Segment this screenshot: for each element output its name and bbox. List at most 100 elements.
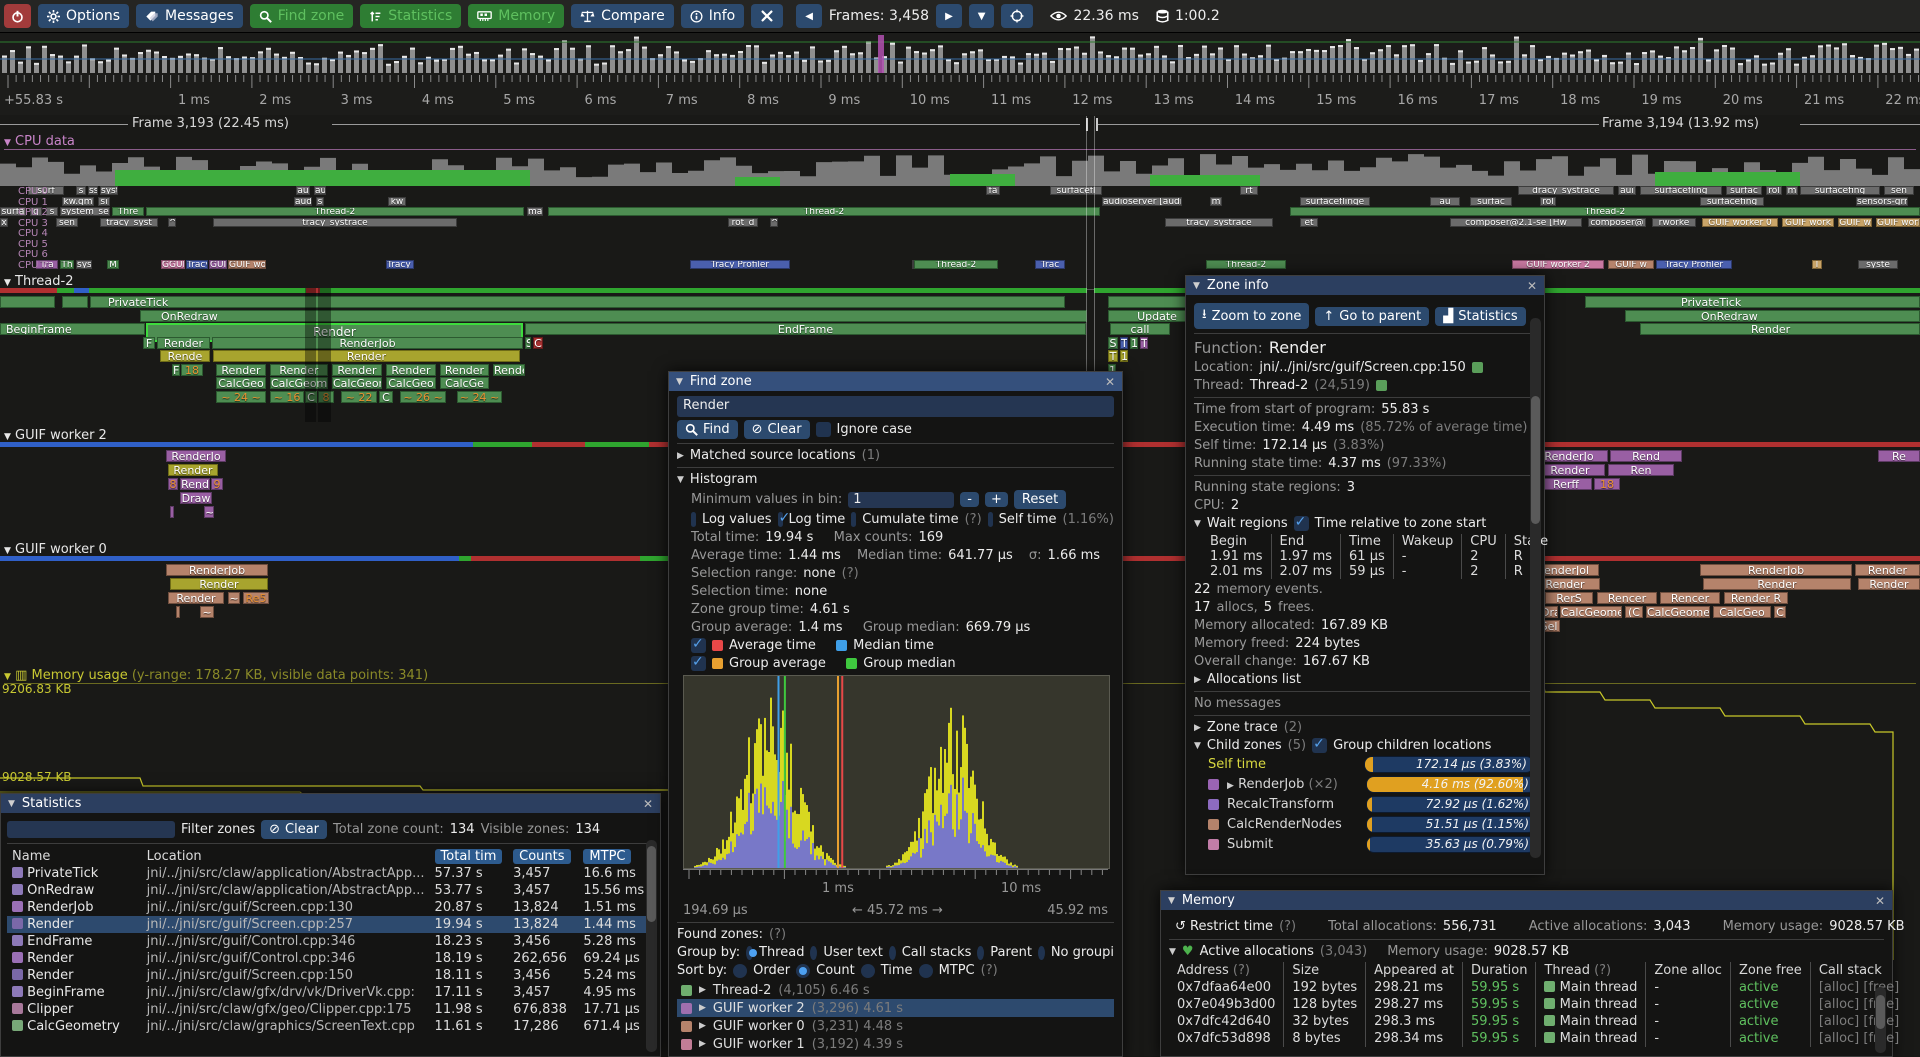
timeline-zone[interactable]: C	[379, 390, 393, 403]
statistics-scrollbar[interactable]	[646, 840, 657, 1052]
cpu-zone[interactable]: surf	[28, 186, 64, 195]
power-button[interactable]	[4, 4, 31, 28]
cpu-data-header[interactable]: ▼ CPU data	[4, 134, 1916, 150]
bin-minus-button[interactable]: -	[960, 492, 979, 507]
timeline-zone[interactable]: Ren	[1608, 464, 1674, 476]
cpu-zone[interactable]: g	[30, 207, 42, 216]
cpu-zone[interactable]: Thread-2	[914, 260, 998, 269]
zone-trace-header[interactable]: ▶ Zone trace (2)	[1194, 720, 1303, 735]
cpu-zone[interactable]: system_se	[60, 207, 110, 216]
timeline-zone[interactable]: ~ 22	[341, 390, 377, 403]
cpu-zone[interactable]: GUIF w	[1838, 218, 1872, 227]
find-zone-histogram[interactable]	[683, 675, 1110, 869]
frame-labels-row[interactable]: Frame 3,193 (22.45 ms) Frame 3,194 (13.92…	[0, 116, 1920, 133]
timeline-zone[interactable]: F	[172, 363, 180, 376]
active-allocations-header[interactable]: ▼ ♥ Active allocations (3,043) Memory usage:…	[1169, 944, 1570, 959]
cpu-zone[interactable]: Tracy Profiler	[1656, 260, 1732, 269]
cpu-zone[interactable]: s	[76, 186, 86, 195]
found-zone-group[interactable]: ▶ GUIF worker 0 (3,231) 4.48 s	[677, 1017, 1114, 1035]
timeline-zone[interactable]: Render	[216, 363, 266, 376]
cpu-zone[interactable]: tracy_systrace	[1165, 218, 1273, 227]
statistics-button[interactable]: Statistics	[360, 4, 462, 28]
found-zone-group[interactable]: ▶ Thread-2 (4,105) 6.46 s	[677, 981, 1114, 999]
cpu-zone[interactable]: surfacefing	[1700, 197, 1764, 206]
timeline-zone[interactable]: call	[1110, 323, 1170, 335]
group-by-call-stacks-radio[interactable]	[888, 945, 896, 960]
memory-titlebar[interactable]: ▼ Memory ✕	[1161, 891, 1892, 910]
cpu-zone[interactable]: au	[314, 186, 326, 195]
collapse-icon[interactable]: ▼	[1193, 280, 1200, 291]
timeline-zone[interactable]: 1	[1130, 336, 1138, 349]
timeline-zone[interactable]: T	[1140, 336, 1148, 349]
stats-row[interactable]: BeginFrame jni/../jni/src/claw/gfx/drv/vk…	[7, 984, 654, 1001]
cpu-zone[interactable]: sen	[56, 218, 78, 227]
timeline-zone[interactable]: C	[305, 390, 317, 403]
timeline-zone[interactable]: Render R	[1724, 592, 1788, 604]
log-values-checkbox[interactable]	[691, 512, 696, 527]
timeline-zone[interactable]: PrivateTick	[1585, 296, 1920, 308]
timeline-zone[interactable]: CalcGeomet	[1646, 606, 1710, 618]
stats-col-header[interactable]: Total tim	[430, 848, 509, 865]
time-relative-checkbox[interactable]	[1293, 514, 1309, 531]
timeline-zone[interactable]: Draw	[180, 492, 212, 504]
sort-by-order-radio[interactable]	[733, 963, 748, 978]
collapse-icon[interactable]: ▼	[1168, 895, 1175, 906]
timeline-zone[interactable]: T	[1120, 336, 1128, 349]
time-ruler[interactable]: +55.83 s 1 ms 2 ms 3 ms 4 ms 5 ms 6 ms 7 ms 8 ms…	[0, 75, 1920, 115]
log-time-checkbox[interactable]	[777, 510, 790, 527]
timeline-zone[interactable]: Render	[1855, 564, 1920, 576]
timeline-zone[interactable]: CalcGeome	[270, 377, 328, 389]
cpu-zone[interactable]: GUIF work	[1782, 218, 1834, 227]
cpu-zone[interactable]: sensors-grm	[1856, 197, 1908, 206]
timeline-zone[interactable]: Render	[1640, 323, 1920, 335]
cpu-zone[interactable]: I	[1812, 260, 1822, 269]
timeline-zone[interactable]: CalcGeo	[386, 377, 436, 389]
stats-col-header[interactable]: MTPC	[578, 848, 654, 865]
cpu-zone[interactable]: Thread-2	[146, 207, 524, 216]
timeline-zone[interactable]: BeginFrame	[0, 323, 145, 335]
next-frame-button[interactable]: ▶	[936, 4, 962, 28]
timeline-zone[interactable]: Rend	[1610, 450, 1682, 462]
timeline-zone[interactable]: Render	[168, 592, 224, 604]
group-marker-checkbox[interactable]	[691, 654, 706, 671]
marker-checkbox[interactable]	[691, 636, 706, 653]
memory-col-header[interactable]: Appeared at	[1365, 962, 1463, 979]
timeline-zone[interactable]: Render F	[493, 363, 525, 376]
stats-row[interactable]: Render jni/../jni/src/guif/Control.cpp:34…	[7, 950, 654, 967]
cpu-zone[interactable]: GGUIF	[161, 260, 185, 269]
timeline-zone[interactable]: 18	[181, 363, 203, 376]
cpu-zone[interactable]: GUIF worker 2	[1876, 218, 1920, 227]
close-icon[interactable]: ✕	[642, 796, 653, 811]
stats-row[interactable]: Render jni/../jni/src/guif/Screen.cpp:257…	[7, 916, 654, 933]
cpu-zone[interactable]: GUIF worker 0	[1702, 218, 1778, 227]
memory-col-header[interactable]: Duration	[1462, 962, 1536, 979]
close-icon[interactable]: ✕	[1874, 893, 1885, 908]
close-icon[interactable]: ✕	[1526, 278, 1537, 293]
allocations-list-header[interactable]: ▶ Allocations list	[1194, 672, 1302, 687]
group-by-user-text-radio[interactable]	[810, 945, 818, 960]
cpu-zone[interactable]: s	[316, 197, 324, 206]
memory-col-header[interactable]: Zone alloc	[1645, 962, 1731, 979]
memory-col-header[interactable]: Address (?)	[1177, 963, 1250, 978]
found-zone-group[interactable]: ▶ GUIF worker 1 (3,192) 4.39 s	[677, 1035, 1114, 1053]
cpu-zone[interactable]: syst	[100, 186, 118, 195]
statistics-titlebar[interactable]: ▼ Statistics ✕	[1, 794, 660, 813]
frame-time-graph[interactable]	[0, 33, 1920, 75]
timeline-zone[interactable]: ~	[204, 506, 214, 518]
active-allocations-table[interactable]: Address (?) Size Appeared at Duration Thread…	[1169, 962, 1908, 1047]
stats-row[interactable]: CalcGeometry jni/../jni/src/claw/graphics…	[7, 1018, 654, 1035]
child-zone-row[interactable]: ▶ RenderJob (×2) 4.16 ms (92.60%)	[1194, 776, 1536, 793]
child-zones-header[interactable]: ▼Child zones(5)Group children locations	[1194, 736, 1536, 753]
zoom-to-zone-button[interactable]: ⭳ Zoom to zone	[1194, 303, 1310, 329]
timeline-zone[interactable]: Render	[440, 363, 489, 376]
timeline-zone[interactable]: Render	[386, 363, 436, 376]
timeline-zone[interactable]: ~	[228, 592, 240, 604]
cpu-zone[interactable]: GUIF w	[1608, 260, 1654, 269]
matched-source-locations[interactable]: ▶ Matched source locations (1)	[677, 448, 881, 463]
tools-button[interactable]	[751, 4, 784, 28]
cpu-zone[interactable]: Thread-2	[1290, 207, 1920, 216]
cpu-zone[interactable]: surfac	[1726, 186, 1762, 195]
timeline-zone[interactable]: Re5	[243, 592, 269, 604]
timeline-zone[interactable]: 8	[168, 478, 178, 490]
timeline-zone[interactable]: (C	[1625, 606, 1643, 618]
